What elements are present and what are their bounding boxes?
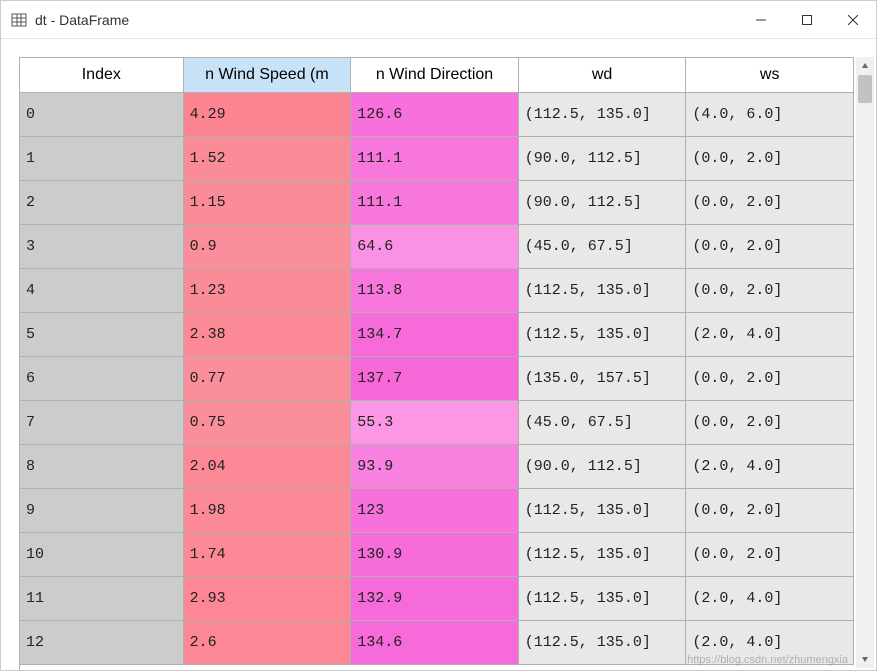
cell-wd-bin[interactable]: (135.0, 157.5]: [518, 356, 686, 400]
cell-index[interactable]: 4: [20, 268, 183, 312]
cell-index[interactable]: 12: [20, 620, 183, 664]
table-row[interactable]: 112.93132.9(112.5, 135.0](2.0, 4.0]: [20, 576, 854, 620]
cell-index[interactable]: 3: [20, 224, 183, 268]
dataframe-table: Indexn Wind Speed (mn Wind Directionwdws…: [20, 58, 854, 665]
column-header-ws[interactable]: ws: [686, 58, 854, 92]
cell-wind-speed[interactable]: 0.77: [183, 356, 351, 400]
cell-wind-direction[interactable]: 134.7: [351, 312, 519, 356]
table-row[interactable]: 04.29126.6(112.5, 135.0](4.0, 6.0]: [20, 92, 854, 136]
cell-wind-direction[interactable]: 64.6: [351, 224, 519, 268]
cell-ws-bin[interactable]: (0.0, 2.0]: [686, 136, 854, 180]
cell-wind-direction[interactable]: 134.6: [351, 620, 519, 664]
table-row[interactable]: 21.15111.1(90.0, 112.5](0.0, 2.0]: [20, 180, 854, 224]
cell-wind-direction[interactable]: 111.1: [351, 180, 519, 224]
cell-wind-speed[interactable]: 2.93: [183, 576, 351, 620]
table-row[interactable]: 30.964.6(45.0, 67.5](0.0, 2.0]: [20, 224, 854, 268]
cell-index[interactable]: 7: [20, 400, 183, 444]
table-row[interactable]: 41.23113.8(112.5, 135.0](0.0, 2.0]: [20, 268, 854, 312]
cell-index[interactable]: 10: [20, 532, 183, 576]
cell-wind-speed[interactable]: 0.9: [183, 224, 351, 268]
cell-wd-bin[interactable]: (90.0, 112.5]: [518, 180, 686, 224]
cell-ws-bin[interactable]: (0.0, 2.0]: [686, 400, 854, 444]
cell-wind-speed[interactable]: 1.52: [183, 136, 351, 180]
cell-wd-bin[interactable]: (112.5, 135.0]: [518, 312, 686, 356]
cell-wind-direction[interactable]: 113.8: [351, 268, 519, 312]
cell-index[interactable]: 11: [20, 576, 183, 620]
cell-wind-speed[interactable]: 0.75: [183, 400, 351, 444]
cell-wd-bin[interactable]: (112.5, 135.0]: [518, 92, 686, 136]
cell-wd-bin[interactable]: (112.5, 135.0]: [518, 532, 686, 576]
minimize-button[interactable]: [738, 1, 784, 38]
cell-wd-bin[interactable]: (45.0, 67.5]: [518, 224, 686, 268]
cell-index[interactable]: 2: [20, 180, 183, 224]
cell-index[interactable]: 6: [20, 356, 183, 400]
cell-ws-bin[interactable]: (2.0, 4.0]: [686, 620, 854, 664]
app-window: dt - DataFrame Indexn Wind Speed (mn Win…: [0, 0, 877, 671]
table-row[interactable]: 70.7555.3(45.0, 67.5](0.0, 2.0]: [20, 400, 854, 444]
cell-wind-direction[interactable]: 126.6: [351, 92, 519, 136]
header-row: Indexn Wind Speed (mn Wind Directionwdws: [20, 58, 854, 92]
cell-wind-direction[interactable]: 111.1: [351, 136, 519, 180]
dataframe-table-wrap: Indexn Wind Speed (mn Wind Directionwdws…: [19, 57, 854, 670]
table-row[interactable]: 91.98123(112.5, 135.0](0.0, 2.0]: [20, 488, 854, 532]
table-row[interactable]: 60.77137.7(135.0, 157.5](0.0, 2.0]: [20, 356, 854, 400]
cell-ws-bin[interactable]: (0.0, 2.0]: [686, 488, 854, 532]
cell-ws-bin[interactable]: (0.0, 2.0]: [686, 356, 854, 400]
cell-wind-speed[interactable]: 1.74: [183, 532, 351, 576]
cell-wind-direction[interactable]: 137.7: [351, 356, 519, 400]
column-header-wd_v[interactable]: n Wind Direction: [351, 58, 519, 92]
cell-wd-bin[interactable]: (112.5, 135.0]: [518, 268, 686, 312]
cell-ws-bin[interactable]: (4.0, 6.0]: [686, 92, 854, 136]
cell-wind-speed[interactable]: 2.6: [183, 620, 351, 664]
column-header-ws_v[interactable]: n Wind Speed (m: [183, 58, 351, 92]
cell-index[interactable]: 0: [20, 92, 183, 136]
column-header-wd[interactable]: wd: [518, 58, 686, 92]
table-row[interactable]: 52.38134.7(112.5, 135.0](2.0, 4.0]: [20, 312, 854, 356]
scroll-up-arrow[interactable]: [856, 57, 874, 75]
scroll-down-arrow[interactable]: [856, 650, 874, 668]
cell-wind-speed[interactable]: 1.23: [183, 268, 351, 312]
table-icon: [11, 12, 27, 28]
content-area: Indexn Wind Speed (mn Wind Directionwdws…: [1, 39, 876, 670]
cell-wind-speed[interactable]: 2.04: [183, 444, 351, 488]
cell-wind-direction[interactable]: 130.9: [351, 532, 519, 576]
window-title: dt - DataFrame: [35, 12, 738, 28]
table-row[interactable]: 82.0493.9(90.0, 112.5](2.0, 4.0]: [20, 444, 854, 488]
cell-ws-bin[interactable]: (2.0, 4.0]: [686, 444, 854, 488]
close-button[interactable]: [830, 1, 876, 38]
cell-ws-bin[interactable]: (2.0, 4.0]: [686, 312, 854, 356]
cell-wd-bin[interactable]: (112.5, 135.0]: [518, 620, 686, 664]
scrollbar-thumb[interactable]: [858, 75, 872, 103]
cell-ws-bin[interactable]: (0.0, 2.0]: [686, 268, 854, 312]
cell-wind-speed[interactable]: 4.29: [183, 92, 351, 136]
column-header-index[interactable]: Index: [20, 58, 183, 92]
cell-wind-direction[interactable]: 93.9: [351, 444, 519, 488]
cell-wind-speed[interactable]: 2.38: [183, 312, 351, 356]
cell-ws-bin[interactable]: (0.0, 2.0]: [686, 532, 854, 576]
table-row[interactable]: 122.6134.6(112.5, 135.0](2.0, 4.0]: [20, 620, 854, 664]
cell-wind-direction[interactable]: 123: [351, 488, 519, 532]
cell-wind-speed[interactable]: 1.98: [183, 488, 351, 532]
maximize-button[interactable]: [784, 1, 830, 38]
cell-wd-bin[interactable]: (90.0, 112.5]: [518, 444, 686, 488]
cell-wd-bin[interactable]: (45.0, 67.5]: [518, 400, 686, 444]
table-row[interactable]: 101.74130.9(112.5, 135.0](0.0, 2.0]: [20, 532, 854, 576]
cell-index[interactable]: 1: [20, 136, 183, 180]
cell-index[interactable]: 9: [20, 488, 183, 532]
cell-wd-bin[interactable]: (90.0, 112.5]: [518, 136, 686, 180]
vertical-scrollbar[interactable]: [856, 57, 874, 668]
cell-ws-bin[interactable]: (0.0, 2.0]: [686, 224, 854, 268]
cell-wind-direction[interactable]: 55.3: [351, 400, 519, 444]
window-controls: [738, 1, 876, 38]
cell-wind-speed[interactable]: 1.15: [183, 180, 351, 224]
titlebar[interactable]: dt - DataFrame: [1, 1, 876, 39]
cell-index[interactable]: 5: [20, 312, 183, 356]
cell-wd-bin[interactable]: (112.5, 135.0]: [518, 488, 686, 532]
cell-index[interactable]: 8: [20, 444, 183, 488]
cell-ws-bin[interactable]: (0.0, 2.0]: [686, 180, 854, 224]
cell-wind-direction[interactable]: 132.9: [351, 576, 519, 620]
table-row[interactable]: 11.52111.1(90.0, 112.5](0.0, 2.0]: [20, 136, 854, 180]
cell-ws-bin[interactable]: (2.0, 4.0]: [686, 576, 854, 620]
cell-wd-bin[interactable]: (112.5, 135.0]: [518, 576, 686, 620]
